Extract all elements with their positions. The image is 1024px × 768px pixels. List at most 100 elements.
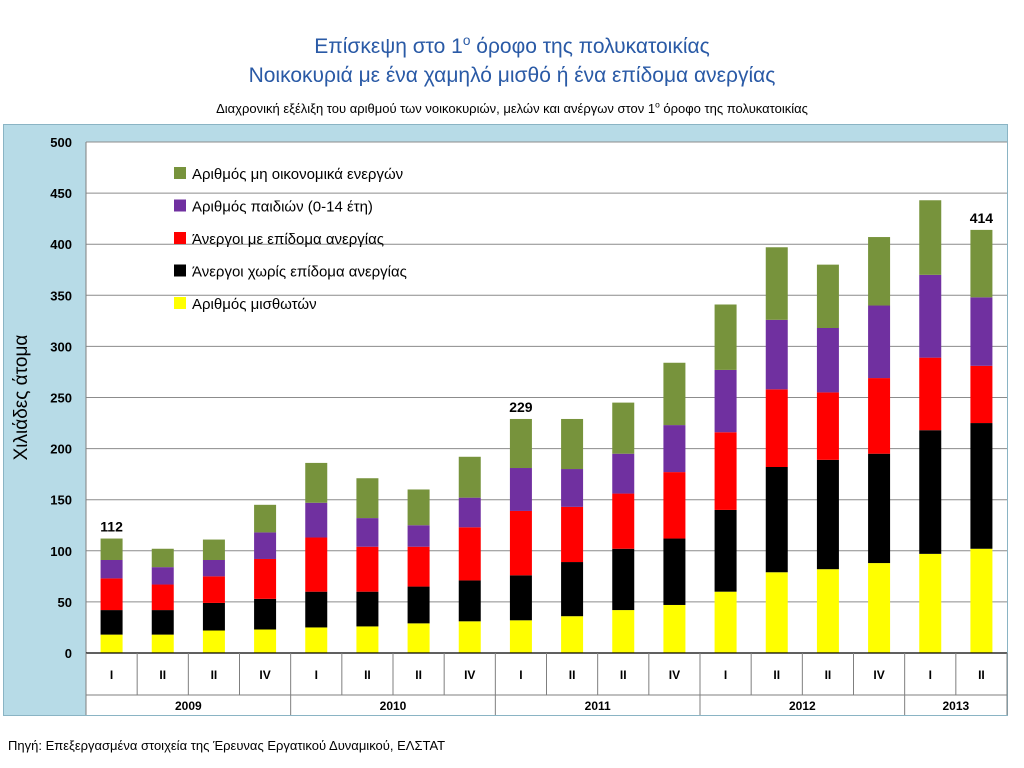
bar-segment-series-2 (868, 378, 891, 454)
bar-segment-series-4 (458, 456, 481, 498)
year-group-label: 2010 (380, 699, 407, 713)
bar-segment-series-0 (509, 620, 532, 653)
data-label: 229 (509, 399, 533, 415)
bar-segment-series-4 (305, 462, 328, 503)
bar-segment-series-0 (561, 616, 584, 653)
bar-segment-series-2 (100, 578, 123, 611)
bar-segment-series-2 (663, 472, 686, 539)
bar-segment-series-2 (816, 392, 839, 460)
legend-label: Άνεργοι με επίδομα ανεργίας (192, 231, 384, 248)
x-tick-label: I (315, 668, 318, 682)
y-tick-label: 0 (65, 646, 72, 661)
bar-segment-series-3 (151, 567, 174, 585)
bar-segment-series-2 (612, 493, 635, 549)
bar-segment-series-0 (151, 634, 174, 653)
bar-segment-series-3 (202, 559, 225, 577)
bar-segment-series-1 (202, 602, 225, 631)
year-group-label: 2013 (942, 699, 969, 713)
bar-segment-series-2 (407, 546, 430, 587)
chart-title-line1: Επίσκεψη στο 1ο όροφο της πολυκατοικίας (0, 34, 1024, 60)
legend-swatch (174, 199, 186, 212)
y-tick-label: 400 (50, 237, 72, 252)
bar-segment-series-2 (305, 537, 328, 592)
title-line1-superscript: ο (462, 33, 471, 48)
title-line1-text: Επίσκεψη στο 1 (314, 35, 463, 58)
bar-segment-series-2 (561, 506, 584, 563)
bar-segment-series-4 (765, 247, 788, 320)
bar-segment-series-4 (356, 478, 379, 519)
bar-segment-series-1 (458, 580, 481, 622)
bar-segment-series-1 (919, 430, 942, 554)
x-tick-label: II (620, 668, 627, 682)
bar-segment-series-4 (714, 304, 737, 370)
bar-segment-series-1 (100, 610, 123, 635)
y-tick-label: 350 (50, 288, 72, 303)
x-tick-label: IV (873, 668, 884, 682)
bar-segment-series-0 (407, 623, 430, 653)
y-tick-label: 250 (50, 391, 72, 406)
legend-label: Αριθμός μη οικονομικά ενεργών (192, 166, 403, 183)
bar-segment-series-4 (663, 362, 686, 426)
stacked-bar-chart: 0 50 100 150 200 250 300 350 400 450 500 Χιλιάδες ά… (11, 135, 1008, 715)
bar-segment-series-0 (663, 604, 686, 653)
x-tick-label: II (978, 668, 985, 682)
bar-segment-series-4 (919, 200, 942, 275)
bar-segment-series-3 (868, 305, 891, 379)
bar-segment-series-0 (919, 553, 942, 653)
legend-swatch (174, 297, 186, 309)
subtitle-text: Διαχρονική εξέλιξη του αριθμού των νοικο… (216, 101, 656, 116)
y-tick-label: 50 (58, 595, 72, 610)
legend-label: Αριθμός μισθωτών (192, 296, 317, 313)
bar-segment-series-4 (868, 237, 891, 306)
bar-segment-series-0 (612, 610, 635, 653)
chart-title-line2: Νοικοκυριά με ένα χαμηλό μισθό ή ένα επί… (248, 64, 776, 87)
legend-label: Άνεργοι χωρίς επίδομα ανεργίας (192, 264, 407, 281)
bar-segment-series-2 (458, 527, 481, 581)
bar-segment-series-2 (356, 546, 379, 592)
bar-segment-series-3 (765, 319, 788, 390)
bar-segment-series-2 (509, 510, 532, 576)
bar-segment-series-1 (765, 466, 788, 573)
bar-segment-series-1 (151, 610, 174, 635)
x-tick-label: II (211, 668, 218, 682)
x-tick-label: II (159, 668, 166, 682)
y-tick-label: 450 (50, 186, 72, 201)
bar-segment-series-3 (356, 518, 379, 547)
bar-segment-series-0 (970, 548, 993, 653)
bar-segment-series-1 (254, 598, 277, 630)
bar-segment-series-2 (714, 432, 737, 510)
y-tick-label: 300 (50, 339, 72, 354)
bar-segment-series-2 (970, 365, 993, 424)
bar-segment-series-2 (765, 389, 788, 467)
x-tick-label: IV (669, 668, 680, 682)
source-note: Πηγή: Επεξεργασμένα στοιχεία της Έρευνας… (8, 738, 446, 753)
bar-segment-series-3 (254, 532, 277, 559)
bar-segment-series-1 (407, 586, 430, 624)
bar-segment-series-1 (970, 423, 993, 549)
bar-segment-series-3 (407, 525, 430, 547)
x-tick-label: II (773, 668, 780, 682)
y-axis-title: Χιλιάδες άτομα (11, 335, 32, 461)
x-tick-label: IV (464, 668, 475, 682)
legend-swatch (174, 232, 186, 244)
year-group-label: 2011 (585, 699, 611, 713)
bar-segment-series-3 (458, 497, 481, 528)
bar-segment-series-3 (816, 328, 839, 393)
data-label: 112 (100, 519, 123, 535)
y-tick-label: 200 (50, 442, 72, 457)
bar-segment-series-0 (100, 634, 123, 653)
chart-panel: 0 50 100 150 200 250 300 350 400 450 500 Χιλιάδες ά… (3, 124, 1008, 716)
bar-segment-series-0 (765, 572, 788, 653)
bar-segment-series-3 (612, 453, 635, 494)
bar-segment-series-1 (356, 591, 379, 627)
bar-segment-series-3 (509, 468, 532, 511)
chart-subtitle: Διαχρονική εξέλιξη του αριθμού των νοικο… (0, 100, 1024, 116)
legend-label: Αριθμός παιδιών (0-14 έτη) (192, 199, 373, 216)
legend-swatch (174, 167, 186, 179)
bar-segment-series-0 (868, 563, 891, 653)
bar-segment-series-1 (612, 548, 635, 611)
bar-segment-series-0 (816, 569, 839, 653)
bar-segment-series-3 (100, 559, 123, 579)
legend-swatch (174, 264, 186, 277)
title-line1-end-text: όροφο της πολυκατοικίας (470, 35, 710, 58)
